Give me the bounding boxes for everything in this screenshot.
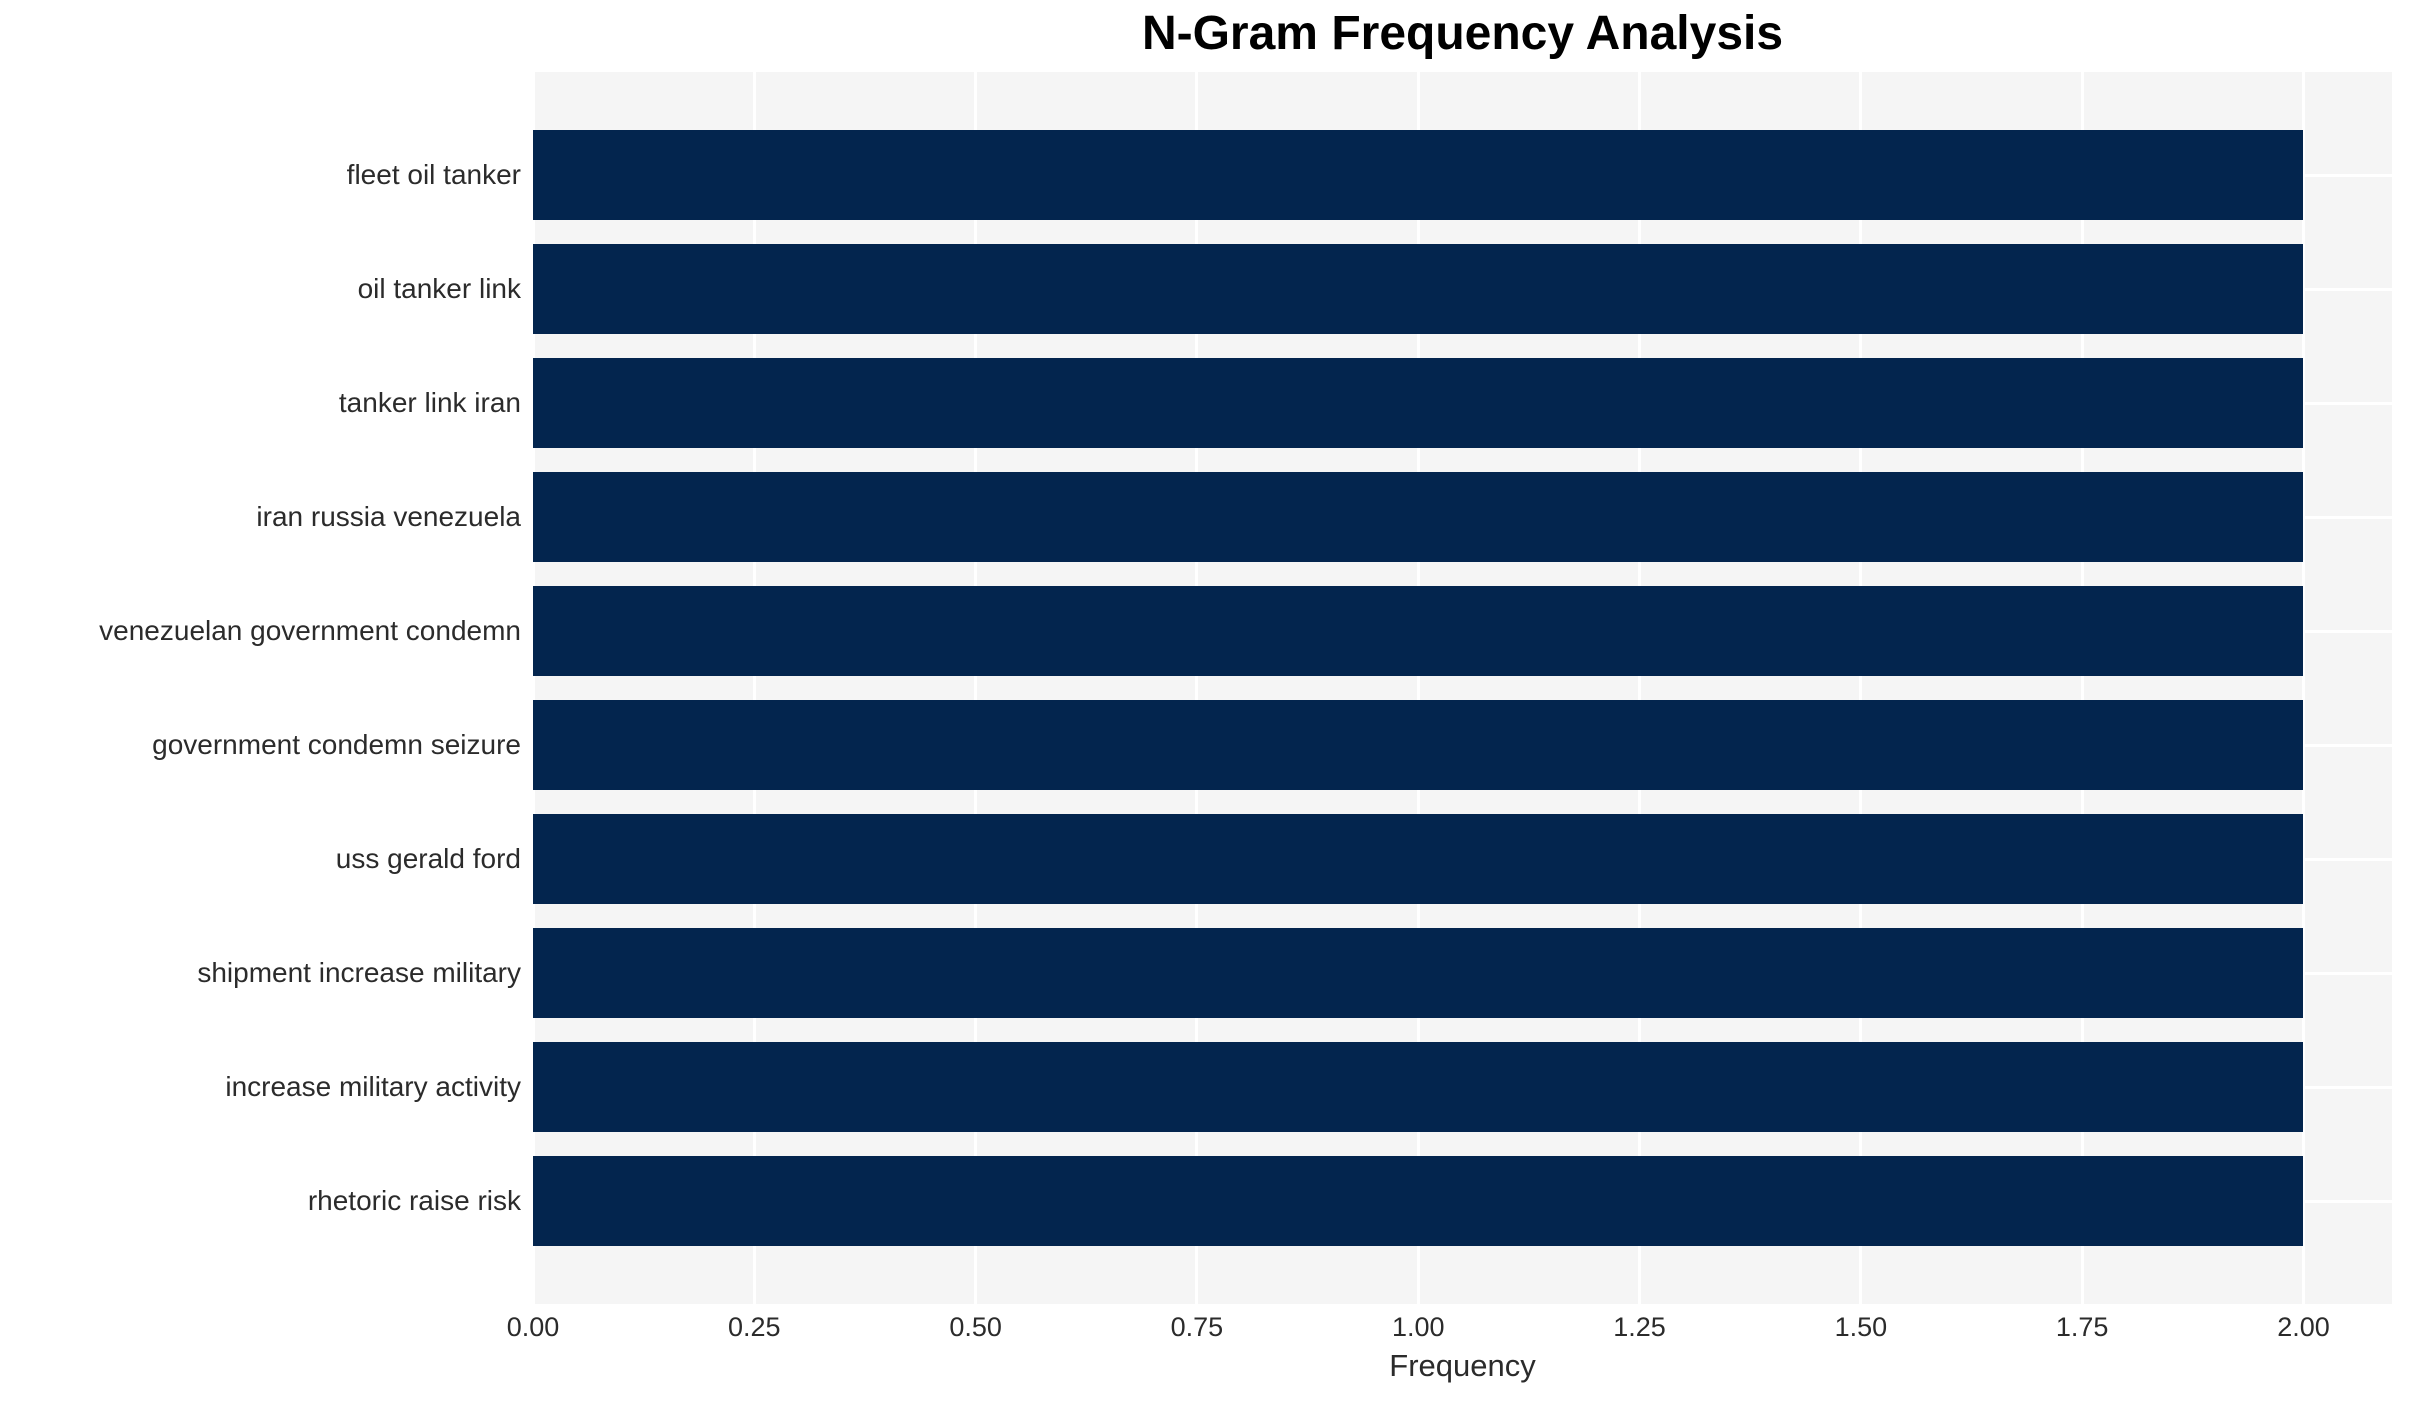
bar-increase-military-activity	[533, 1042, 2304, 1132]
y-tick-label: rhetoric raise risk	[307, 1185, 521, 1216]
vertical-gridline	[752, 72, 756, 1304]
vertical-gridline	[2301, 72, 2305, 1304]
vertical-gridline	[2080, 72, 2084, 1304]
x-tick-label: 1.25	[1613, 1312, 1666, 1342]
y-tick-label: government condemn seizure	[152, 729, 521, 760]
x-tick-label: 0.00	[506, 1312, 560, 1342]
bar-iran-russia-venezuela	[533, 472, 2304, 562]
x-axis-title: Frequency	[1389, 1348, 1536, 1383]
bar-tanker-link-iran	[533, 358, 2304, 448]
x-tick-label: 2.00	[2277, 1312, 2330, 1342]
y-tick-label: iran russia venezuela	[256, 501, 521, 532]
x-tick-label: 0.75	[1170, 1312, 1224, 1342]
y-tick-label: shipment increase military	[197, 957, 521, 988]
x-tick-label: 1.50	[1834, 1312, 1888, 1342]
vertical-gridline	[1416, 72, 1420, 1304]
x-tick-label: 0.50	[949, 1312, 1002, 1342]
chart-title: N-Gram Frequency Analysis	[1141, 7, 1784, 60]
vertical-gridline	[1195, 72, 1199, 1304]
bar-uss-gerald-ford	[533, 814, 2304, 904]
vertical-gridline	[974, 72, 978, 1304]
bar-fleet-oil-tanker	[533, 130, 2304, 220]
y-tick-label: tanker link iran	[338, 387, 521, 418]
bar-venezuelan-government-condemn	[533, 586, 2304, 676]
bar-government-condemn-seizure	[533, 700, 2304, 790]
y-tick-label: oil tanker link	[357, 273, 521, 304]
plot-area	[531, 72, 2392, 1304]
bar-shipment-increase-military	[533, 928, 2304, 1018]
y-tick-label: increase military activity	[225, 1071, 521, 1102]
x-tick-label: 1.00	[1391, 1312, 1445, 1342]
y-tick-label: fleet oil tanker	[346, 159, 521, 190]
bar-oil-tanker-link	[533, 244, 2304, 334]
vertical-gridline	[531, 72, 535, 1304]
x-tick-label: 1.75	[2055, 1312, 2109, 1342]
bar-rhetoric-raise-risk	[533, 1156, 2304, 1246]
y-tick-label: uss gerald ford	[335, 843, 521, 874]
vertical-gridline	[1859, 72, 1863, 1304]
x-tick-label: 0.25	[728, 1312, 781, 1342]
y-tick-label: venezuelan government condemn	[99, 615, 521, 646]
vertical-gridline	[1638, 72, 1642, 1304]
